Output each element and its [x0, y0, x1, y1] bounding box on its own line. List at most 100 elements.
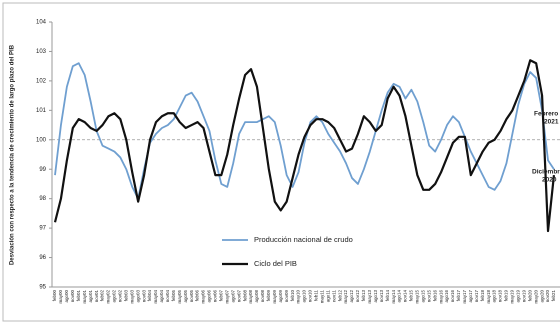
y-tick-label: 104: [36, 20, 47, 26]
x-tick-label: nov00: [70, 290, 75, 303]
series-line: [53, 59, 556, 233]
x-tick-label: feb12: [337, 290, 342, 302]
x-tick-label: may18: [486, 290, 491, 304]
x-tick-label: nov12: [355, 290, 360, 303]
x-tick-label: ago20: [539, 290, 544, 303]
x-tick-label: nov01: [94, 290, 99, 303]
x-tick-label: may13: [367, 290, 372, 304]
x-tick-label: may00: [58, 290, 63, 304]
x-tick-label: feb19: [504, 290, 509, 302]
y-tick-label: 97: [39, 226, 46, 232]
annotation: 2020: [542, 177, 557, 184]
x-tick-label: may14: [391, 290, 396, 304]
x-tick-label: nov03: [141, 290, 146, 303]
y-tick-label: 100: [36, 137, 47, 143]
x-tick-label: nov14: [403, 290, 408, 303]
x-tick-label: feb09: [266, 290, 271, 302]
x-tick-label: nov10: [308, 290, 313, 303]
x-tick-label: may02: [106, 290, 111, 304]
x-tick-label: may20: [533, 290, 538, 304]
y-axis-label: Desviación con respecto a la tendencia d…: [10, 44, 16, 265]
x-tick-label: may08: [248, 290, 253, 304]
x-tick-label: feb03: [123, 290, 128, 302]
x-tick-label: may19: [510, 290, 515, 304]
x-tick-label: feb10: [290, 290, 295, 302]
x-tick-label: ago14: [397, 290, 402, 303]
x-tick-label: nov18: [498, 290, 503, 303]
x-tick-label: ago11: [325, 290, 330, 303]
x-tick-label: ago15: [420, 290, 425, 303]
x-tick-label: nov09: [284, 290, 289, 303]
x-tick-label: nov13: [379, 290, 384, 303]
x-tick-label: ago10: [302, 290, 307, 303]
x-tick-label: may11: [319, 290, 324, 304]
x-tick-label: feb21: [551, 290, 556, 302]
x-tick-label: may03: [129, 290, 134, 304]
x-tick-label: ago19: [516, 290, 521, 303]
x-tick-label: ago04: [159, 290, 164, 303]
x-tick-label: feb08: [242, 290, 247, 302]
annotation: Diciembre: [532, 169, 560, 176]
x-tick-label: feb18: [480, 290, 485, 302]
x-tick-label: ago01: [88, 290, 93, 303]
x-tick-label: nov04: [165, 290, 170, 303]
x-tick-label: may12: [343, 290, 348, 304]
x-tick-label: feb07: [219, 290, 224, 302]
x-tick-label: nov08: [260, 290, 265, 303]
x-tick-label: nov17: [474, 290, 479, 303]
y-tick-label: 103: [36, 49, 47, 55]
x-tick-label: may06: [201, 290, 206, 304]
x-tick-label: nov15: [426, 290, 431, 303]
y-tick-label: 102: [36, 78, 47, 84]
x-tick-label: feb17: [456, 290, 461, 302]
x-tick-label: ago17: [468, 290, 473, 303]
x-tick-label: nov05: [189, 290, 194, 303]
x-tick-label: ago16: [444, 290, 449, 303]
legend-label: Producción nacional de crudo: [254, 235, 353, 244]
x-tick-label: feb01: [76, 290, 81, 302]
y-tick-label: 99: [39, 167, 46, 173]
x-tick-label: nov19: [521, 290, 526, 303]
x-tick-label: may17: [462, 290, 467, 304]
y-tick-label: 95: [39, 285, 46, 291]
x-tick-label: nov20: [545, 290, 550, 303]
x-tick-label: ago02: [112, 290, 117, 303]
x-tick-label: feb05: [171, 290, 176, 302]
x-tick-label: feb20: [527, 290, 532, 302]
x-tick-label: may07: [224, 290, 229, 304]
annotation: 2021: [544, 119, 559, 126]
x-tick-label: feb13: [361, 290, 366, 302]
x-tick-label: nov11: [331, 290, 336, 302]
x-tick-label: may15: [415, 290, 420, 304]
x-tick-label: feb11: [314, 290, 319, 301]
x-tick-label: ago03: [135, 290, 140, 303]
x-tick-label: may05: [177, 290, 182, 304]
annotation: Febrero: [534, 111, 558, 118]
x-tick-label: may16: [438, 290, 443, 304]
x-tick-label: ago13: [373, 290, 378, 303]
x-tick-label: may09: [272, 290, 277, 304]
x-tick-label: feb02: [100, 290, 105, 302]
y-tick-label: 101: [36, 108, 47, 114]
x-tick-label: nov16: [450, 290, 455, 303]
x-tick-label: ago05: [183, 290, 188, 303]
x-tick-label: may04: [153, 290, 158, 304]
x-tick-label: nov06: [213, 290, 218, 303]
y-tick-label: 96: [39, 255, 46, 261]
x-tick-label: ago08: [254, 290, 259, 303]
x-tick-label: may10: [296, 290, 301, 304]
x-tick-label: feb15: [409, 290, 414, 302]
legend-label: Ciclo del PIB: [254, 259, 297, 268]
x-tick-label: feb00: [52, 290, 57, 302]
x-tick-label: nov02: [118, 290, 123, 303]
x-tick-label: ago18: [492, 290, 497, 303]
x-tick-label: ago07: [230, 290, 235, 303]
x-tick-label: feb04: [147, 290, 152, 302]
x-tick-label: ago00: [64, 290, 69, 303]
x-tick-label: feb14: [385, 290, 390, 302]
x-tick-label: feb06: [195, 290, 200, 302]
x-tick-label: ago12: [349, 290, 354, 303]
y-tick-label: 98: [39, 196, 46, 202]
